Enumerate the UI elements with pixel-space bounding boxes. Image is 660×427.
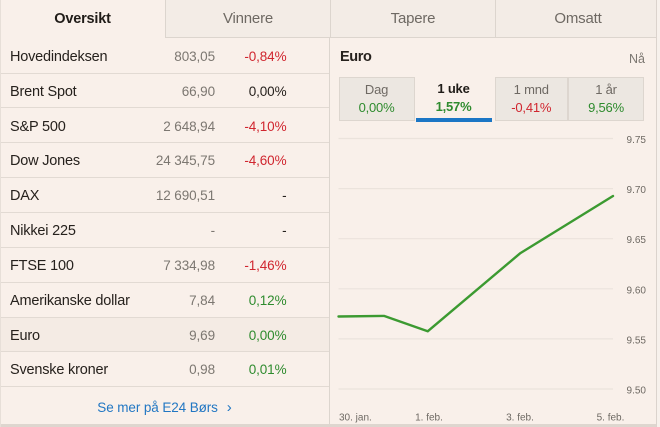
svg-text:9.65: 9.65	[627, 235, 647, 246]
svg-text:9.75: 9.75	[627, 135, 647, 146]
svg-text:9.70: 9.70	[627, 185, 647, 196]
svg-text:1. feb.: 1. feb.	[415, 413, 443, 424]
svg-text:9.55: 9.55	[627, 335, 647, 346]
svg-text:3. feb.: 3. feb.	[506, 413, 534, 424]
svg-text:5. feb.: 5. feb.	[597, 413, 625, 424]
svg-text:9.50: 9.50	[627, 386, 647, 397]
svg-text:30. jan.: 30. jan.	[339, 413, 372, 424]
svg-text:9.60: 9.60	[627, 285, 647, 296]
